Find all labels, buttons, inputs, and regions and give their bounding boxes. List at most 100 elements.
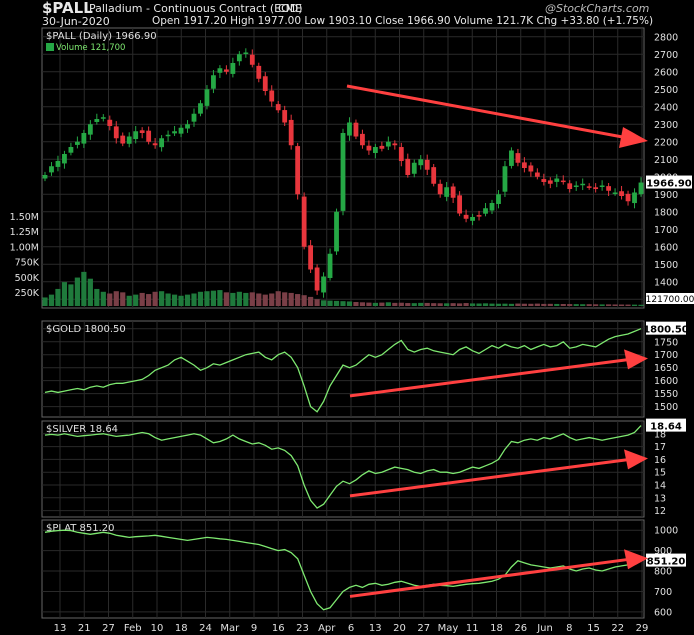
x-tick-label: 9	[251, 623, 257, 634]
candle-body	[327, 253, 333, 278]
candle-body	[619, 191, 624, 196]
y-tick-label: 16	[654, 455, 666, 466]
last-value-label: 18.64	[650, 422, 682, 433]
y-tick-label: 1000	[654, 526, 678, 537]
candle-body	[554, 178, 560, 182]
volume-bar	[249, 292, 255, 306]
candle-body	[340, 133, 346, 211]
candle-body	[457, 195, 463, 214]
volume-bar	[152, 291, 158, 306]
last-value-box	[646, 321, 686, 335]
panel-title: $SILVER 18.64	[46, 424, 118, 435]
volume-bar	[528, 303, 534, 306]
x-tick-label: 21	[78, 623, 91, 634]
series-line	[44, 529, 642, 611]
volume-bar	[463, 303, 469, 306]
volume-bar	[573, 304, 579, 306]
candle-body	[314, 267, 320, 291]
x-tick-label: Feb	[124, 623, 142, 634]
y-tick-label: 600	[654, 607, 672, 618]
volume-bar	[217, 290, 223, 306]
candle-body	[463, 214, 469, 219]
candle-body	[366, 145, 372, 151]
exchange-label: CME	[278, 2, 303, 15]
x-tick-label: 26	[514, 623, 527, 634]
candle-body	[321, 276, 326, 293]
candle-body	[139, 130, 145, 133]
volume-bar	[606, 304, 612, 306]
last-value-box	[646, 553, 686, 567]
y-tick-label: 17	[654, 442, 666, 453]
candle-body	[476, 215, 482, 217]
x-tick-label: 11	[466, 623, 479, 634]
candle-body	[528, 165, 534, 172]
volume-tick-label: 750K	[15, 258, 40, 269]
candle-body	[178, 127, 184, 134]
candle-body	[437, 183, 443, 195]
candle-body	[606, 186, 612, 191]
ohlc-summary: Open 1917.20 High 1977.00 Low 1903.10 Cl…	[152, 15, 654, 27]
volume-bar	[113, 291, 119, 306]
volume-bar	[469, 303, 476, 306]
volume-bar	[68, 284, 74, 306]
panel-title: $PALL (Daily) 1966.90	[46, 31, 157, 42]
panel-frame-1	[41, 320, 645, 418]
panel-frame-2	[41, 420, 645, 518]
volume-bar	[87, 278, 93, 306]
candle-body	[126, 136, 132, 144]
x-tick-label: 13	[54, 623, 67, 634]
volume-bar	[146, 294, 152, 306]
y-tick-label: 2500	[654, 85, 678, 96]
volume-bar	[120, 292, 126, 306]
volume-legend: Volume 121,700	[56, 43, 125, 53]
candle-body	[68, 147, 74, 153]
volume-bar	[301, 295, 307, 306]
x-tick-label: 6	[348, 623, 354, 634]
volume-bar	[308, 296, 314, 306]
candle-body	[223, 69, 229, 72]
y-tick-label: 2400	[654, 102, 678, 113]
x-tick-label: 18	[490, 623, 503, 634]
volume-tick-label: 1.50M	[10, 212, 39, 223]
volume-tick-label: 1.25M	[10, 227, 39, 238]
candle-body	[74, 141, 80, 145]
volume-bar	[424, 302, 430, 306]
candle-body	[625, 193, 631, 202]
volume-bar	[320, 300, 327, 306]
volume-bar	[502, 303, 508, 306]
volume-bar	[243, 292, 249, 306]
y-tick-label: 2100	[654, 155, 678, 166]
volume-bar	[431, 303, 437, 306]
candle-body	[49, 166, 54, 173]
candle-body	[470, 217, 475, 221]
series-line	[44, 425, 642, 509]
x-tick-label: Jun	[536, 623, 553, 634]
candle-body	[418, 159, 424, 166]
instrument-name: Palladium - Continuous Contract (EOD)	[89, 2, 303, 15]
volume-bar	[204, 291, 210, 306]
volume-tick-label: 500K	[15, 273, 40, 284]
volume-bar	[599, 304, 605, 306]
y-tick-label: 1600	[654, 376, 678, 387]
x-tick-label: Apr	[318, 623, 336, 634]
volume-bar	[42, 297, 48, 306]
candle-body	[120, 135, 126, 144]
candle-body	[496, 194, 501, 204]
candle-body	[275, 104, 281, 111]
candle-body	[334, 211, 339, 252]
x-tick-label: 29	[636, 623, 649, 634]
volume-bar	[230, 292, 236, 306]
last-value-label: 851.20	[647, 557, 686, 568]
candle-body	[256, 65, 262, 79]
volume-bar	[55, 288, 61, 306]
candle-body	[288, 119, 294, 146]
x-tick-label: 10	[151, 623, 164, 634]
last-price-box	[646, 175, 692, 189]
y-tick-label: 1500	[654, 402, 678, 413]
y-tick-label: 700	[654, 587, 672, 598]
candle-body	[593, 187, 599, 189]
volume-bar	[178, 295, 184, 306]
volume-bar	[541, 303, 547, 306]
panel-frame-3	[41, 519, 645, 619]
volume-bar	[81, 271, 87, 306]
